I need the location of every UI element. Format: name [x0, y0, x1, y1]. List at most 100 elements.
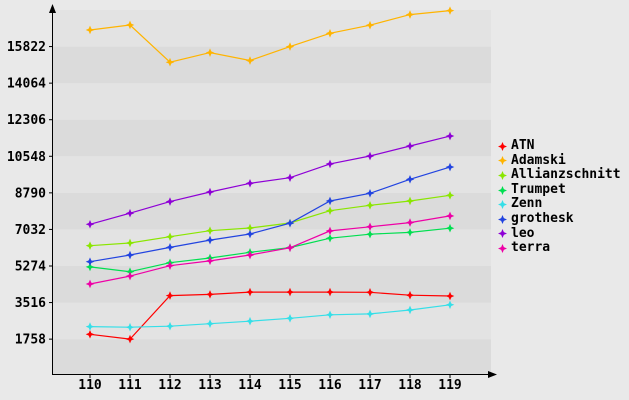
x-tick-label: 113	[198, 378, 221, 393]
series-leo	[85, 131, 455, 229]
plot-band	[53, 119, 491, 157]
data-point-marker	[325, 206, 335, 216]
legend-label: Trumpet	[511, 181, 566, 197]
x-tick-label: 119	[438, 378, 461, 393]
data-point-marker	[205, 290, 215, 299]
plot-band	[53, 339, 491, 375]
data-point-marker	[325, 226, 335, 236]
y-tick-label: 7032	[15, 223, 46, 238]
series-line	[89, 291, 451, 340]
data-point-marker	[125, 208, 135, 218]
data-point-marker	[205, 319, 215, 328]
data-point-marker	[365, 20, 375, 30]
x-tick-label: 112	[158, 378, 181, 393]
legend-label: grothesk	[511, 210, 574, 226]
series-Zenn	[85, 300, 455, 332]
data-point-marker	[205, 48, 215, 57]
data-point-marker	[125, 20, 135, 30]
data-point-marker	[165, 321, 175, 331]
series-line	[89, 215, 451, 285]
legend-marker-icon	[498, 141, 507, 151]
series-Adamski	[85, 6, 455, 67]
data-point-marker	[365, 201, 375, 210]
data-point-marker	[445, 211, 455, 221]
legend-item-terra: terra	[497, 241, 621, 256]
data-point-marker	[245, 223, 255, 233]
plot-band	[53, 192, 491, 230]
data-point-marker	[245, 178, 255, 188]
data-point-marker	[445, 6, 455, 15]
data-point-marker	[125, 322, 135, 332]
legend-item-Adamski: Adamski	[497, 153, 621, 169]
data-point-marker	[365, 309, 375, 319]
data-point-marker	[125, 238, 135, 248]
y-tick-label: 8790	[15, 186, 46, 201]
data-point-marker	[325, 159, 335, 169]
series-terra	[85, 211, 455, 289]
x-tick-label: 118	[398, 378, 422, 393]
data-point-marker	[205, 256, 215, 266]
series-line	[89, 10, 451, 63]
data-point-marker	[245, 316, 255, 326]
legend-marker-icon	[498, 200, 507, 210]
y-tick-label: 5274	[15, 260, 46, 275]
x-tick-label: 117	[358, 378, 381, 393]
series-line	[89, 194, 451, 247]
data-point-marker	[245, 229, 255, 239]
data-point-marker	[245, 56, 255, 65]
y-tick-label: 14064	[7, 77, 46, 92]
data-point-marker	[445, 300, 455, 310]
plot-band	[53, 83, 491, 120]
data-point-marker	[365, 287, 375, 297]
data-point-marker	[405, 218, 415, 227]
series-grothesk	[85, 162, 455, 267]
data-point-marker	[325, 196, 335, 206]
legend-label: ATN	[511, 138, 535, 153]
data-point-marker	[125, 267, 135, 276]
series-line	[89, 304, 451, 328]
legend-marker-icon	[498, 214, 507, 224]
legend-marker-icon	[498, 156, 507, 166]
data-point-marker	[285, 287, 295, 297]
series-ATN	[85, 287, 455, 344]
y-tick-label: 3516	[15, 296, 46, 311]
data-point-marker	[245, 287, 255, 297]
data-point-marker	[165, 261, 175, 270]
data-point-marker	[405, 196, 415, 206]
plot-band	[53, 10, 491, 47]
x-axis-arrow-icon	[488, 371, 497, 378]
data-point-marker	[205, 187, 215, 197]
legend: ATN Adamski Allianzschnitt Trumpet Zenn groth…	[497, 138, 621, 256]
y-tick-label: 10548	[7, 150, 46, 165]
legend-item-Allianzschnitt: Allianzschnitt	[497, 168, 621, 183]
legend-item-leo: leo	[497, 226, 621, 242]
x-tick-label: 116	[318, 378, 342, 393]
x-tick-label: 111	[118, 378, 142, 393]
y-tick-label: 1758	[15, 333, 46, 348]
series-line	[89, 227, 451, 273]
x-tick-label: 115	[278, 378, 301, 393]
data-point-marker	[125, 271, 135, 281]
data-point-marker	[85, 257, 95, 267]
data-point-marker	[405, 290, 415, 300]
data-point-marker	[85, 219, 95, 229]
data-point-marker	[285, 243, 295, 253]
data-point-marker	[365, 188, 375, 198]
data-point-marker	[165, 243, 175, 252]
data-point-marker	[165, 57, 175, 67]
data-point-marker	[405, 305, 415, 315]
data-point-marker	[245, 250, 255, 260]
legend-item-ATN: ATN	[497, 138, 621, 154]
data-point-marker	[85, 25, 95, 35]
data-point-marker	[365, 222, 375, 232]
data-point-marker	[405, 10, 415, 19]
data-point-marker	[285, 218, 295, 228]
series-line	[89, 166, 451, 263]
data-point-marker	[445, 191, 455, 200]
data-point-marker	[125, 334, 135, 344]
data-point-marker	[405, 175, 415, 184]
legend-item-grothesk: grothesk	[497, 210, 621, 227]
data-point-marker	[325, 310, 335, 320]
plot-band	[53, 46, 491, 84]
